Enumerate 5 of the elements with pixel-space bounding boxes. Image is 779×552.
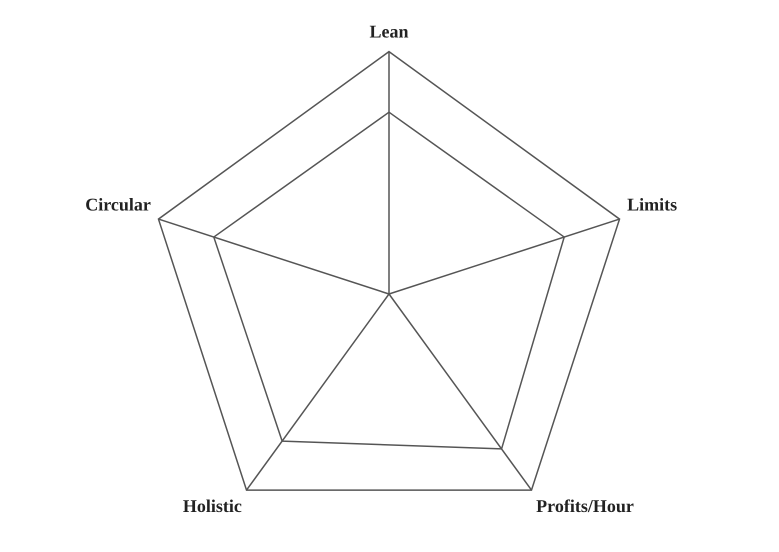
spoke-label: Circular	[85, 194, 151, 214]
spoke-label: Profits/Hour	[536, 496, 634, 516]
spoke-label: Lean	[369, 21, 409, 42]
spoke-label: Holistic	[182, 496, 242, 516]
spoke-label: Limits	[627, 194, 678, 214]
